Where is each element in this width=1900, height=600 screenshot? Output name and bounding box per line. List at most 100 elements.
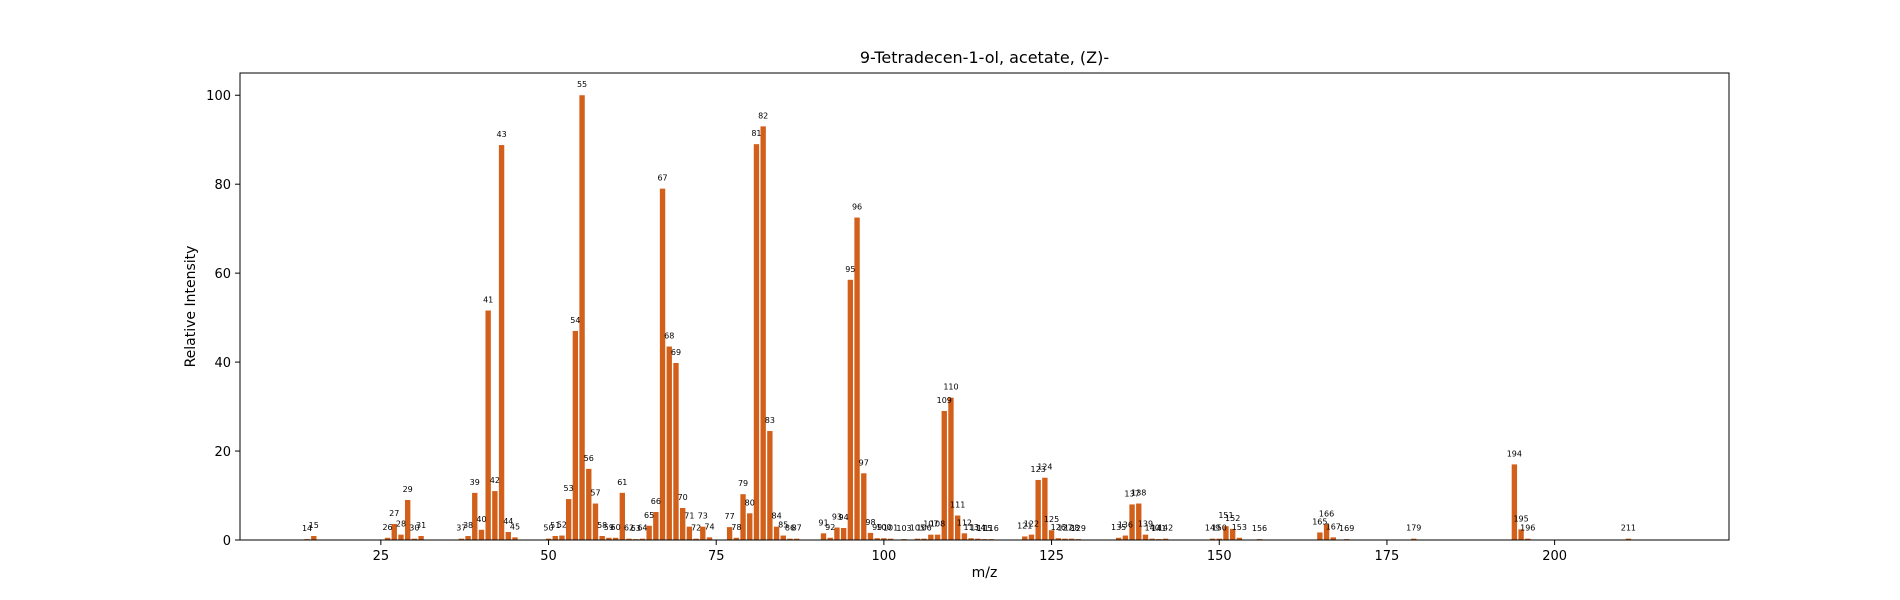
peak-label: 93 [832, 513, 842, 522]
bar [552, 536, 558, 540]
peak-label: 127 [1057, 524, 1072, 533]
peak-label: 97 [859, 458, 869, 467]
y-tick-label: 100 [206, 89, 231, 104]
x-axis-label: m/z [972, 565, 998, 581]
bar [700, 526, 706, 540]
peak-label: 39 [470, 478, 480, 487]
peak-label: 107 [923, 520, 938, 529]
peak-label: 78 [731, 523, 741, 532]
peak-label: 69 [671, 348, 681, 357]
y-axis-label: Relative Intensity [183, 246, 199, 368]
bar [639, 538, 646, 540]
bar [1525, 538, 1531, 540]
peak-label: 112 [957, 518, 972, 527]
bar [941, 411, 947, 540]
peak-label: 99 [872, 523, 882, 532]
peak-label: 73 [698, 512, 708, 521]
bar [928, 534, 934, 540]
peak-label: 108 [930, 520, 945, 529]
bar [887, 538, 894, 540]
bar [1625, 538, 1632, 540]
y-tick-label: 0 [223, 534, 231, 549]
bar [545, 538, 552, 540]
peak-label: 66 [651, 497, 661, 506]
bar [780, 535, 786, 540]
peak-label: 156 [1252, 524, 1267, 533]
peak-label: 169 [1339, 524, 1354, 533]
bar [1511, 464, 1518, 540]
bar [840, 527, 847, 540]
bar [961, 533, 968, 540]
peak-label: 111 [950, 501, 965, 510]
bar [767, 431, 773, 540]
peak-label: 68 [664, 332, 674, 341]
peak-label: 165 [1312, 517, 1327, 526]
bar [1048, 530, 1055, 540]
peak-label: 54 [570, 316, 580, 325]
peak-label: 70 [678, 493, 688, 502]
x-tick-label: 25 [373, 549, 390, 564]
bar [820, 533, 827, 540]
peak-label: 62 [624, 524, 634, 533]
peak-label: 77 [725, 512, 735, 521]
peak-label: 110 [943, 383, 958, 392]
bar [1069, 538, 1075, 540]
bar [646, 525, 652, 540]
bar [1411, 538, 1417, 540]
peak-label: 124 [1037, 463, 1052, 472]
bar [592, 503, 599, 540]
peak-label: 51 [550, 521, 560, 530]
bar [619, 492, 625, 540]
peak-label: 98 [865, 518, 875, 527]
peak-label: 28 [396, 520, 406, 529]
bar [1323, 524, 1330, 540]
peak-label: 87 [792, 524, 802, 533]
bar [572, 330, 579, 540]
peak-label: 94 [839, 513, 849, 522]
bar [1216, 538, 1222, 540]
bar [1223, 526, 1229, 540]
bar [418, 536, 424, 540]
bar [1317, 532, 1323, 540]
peak-label: 84 [771, 512, 781, 521]
bar [1022, 536, 1028, 540]
bar [626, 538, 632, 540]
bar [1229, 528, 1236, 540]
peak-label: 150 [1212, 524, 1227, 533]
bar [1129, 504, 1135, 540]
peak-label: 125 [1044, 515, 1059, 524]
bar [760, 126, 766, 541]
bar [512, 537, 518, 540]
bar [861, 473, 867, 540]
bar [1115, 537, 1122, 540]
bar [867, 532, 874, 540]
peak-label: 135 [1111, 523, 1126, 532]
bar [954, 515, 961, 540]
peak-label: 153 [1232, 523, 1247, 532]
bar [606, 537, 612, 540]
peak-label: 106 [916, 524, 931, 533]
bar [391, 523, 397, 540]
peak-label: 109 [937, 396, 952, 405]
bar [1518, 529, 1524, 540]
bar [405, 499, 411, 540]
peak-label: 166 [1319, 509, 1334, 518]
peak-label: 167 [1326, 522, 1341, 531]
bar [599, 536, 605, 540]
peak-label: 52 [557, 521, 567, 530]
peak-label: 59 [604, 523, 614, 532]
y-tick-label: 60 [214, 267, 231, 282]
chart-title: 9-Tetradecen-1-ol, acetate, (Z)- [860, 48, 1109, 67]
peak-label: 14 [302, 524, 312, 533]
peak-label: 95 [845, 265, 855, 274]
peak-label: 139 [1138, 520, 1153, 529]
bar [673, 362, 679, 540]
bar [794, 538, 800, 540]
bar [485, 310, 491, 540]
peak-label: 60 [611, 523, 621, 532]
peak-label: 42 [490, 476, 500, 485]
bar [478, 529, 485, 540]
bar [827, 537, 833, 540]
